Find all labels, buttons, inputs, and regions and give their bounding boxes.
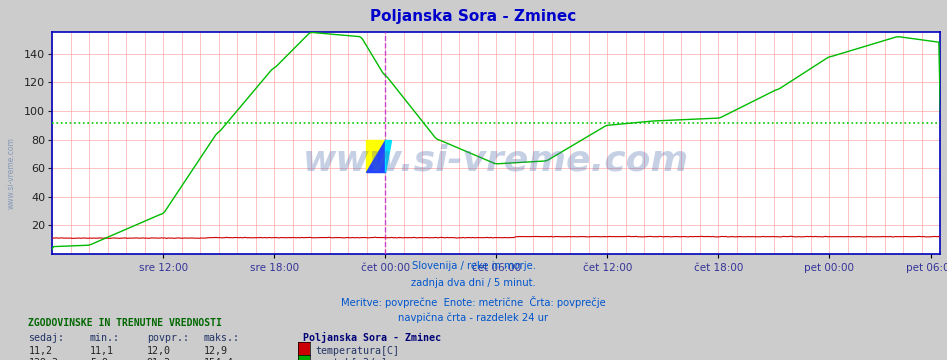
Text: min.:: min.: [90, 333, 120, 343]
Text: sedaj:: sedaj: [28, 333, 64, 343]
Text: 139,3: 139,3 [28, 359, 59, 360]
Text: 12,0: 12,0 [147, 346, 170, 356]
Text: 5,9: 5,9 [90, 359, 108, 360]
Text: Slovenija / reke in morje.: Slovenija / reke in morje. [412, 261, 535, 271]
Text: pretok[m3/s]: pretok[m3/s] [315, 359, 387, 360]
Text: 11,1: 11,1 [90, 346, 114, 356]
Text: temperatura[C]: temperatura[C] [315, 346, 400, 356]
Text: maks.:: maks.: [204, 333, 240, 343]
Polygon shape [366, 140, 385, 172]
Text: povpr.:: povpr.: [147, 333, 188, 343]
Text: 11,2: 11,2 [28, 346, 52, 356]
Text: 154,4: 154,4 [204, 359, 234, 360]
Text: www.si-vreme.com: www.si-vreme.com [303, 144, 689, 178]
Text: navpična črta - razdelek 24 ur: navpična črta - razdelek 24 ur [399, 313, 548, 323]
Text: Poljanska Sora - Zminec: Poljanska Sora - Zminec [303, 332, 441, 343]
Polygon shape [385, 140, 391, 172]
Text: Meritve: povprečne  Enote: metrične  Črta: povprečje: Meritve: povprečne Enote: metrične Črta:… [341, 296, 606, 307]
Text: zadnja dva dni / 5 minut.: zadnja dva dni / 5 minut. [411, 278, 536, 288]
Polygon shape [366, 140, 385, 172]
Text: Poljanska Sora - Zminec: Poljanska Sora - Zminec [370, 9, 577, 24]
Text: 12,9: 12,9 [204, 346, 227, 356]
Text: 91,3: 91,3 [147, 359, 170, 360]
Text: www.si-vreme.com: www.si-vreme.com [7, 137, 16, 209]
Text: ZGODOVINSKE IN TRENUTNE VREDNOSTI: ZGODOVINSKE IN TRENUTNE VREDNOSTI [28, 318, 223, 328]
